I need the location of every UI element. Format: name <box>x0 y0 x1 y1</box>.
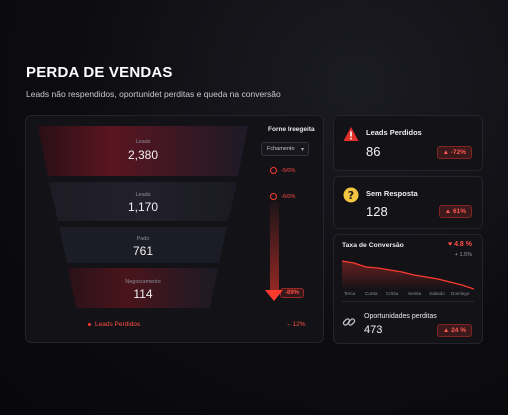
metric-stage-1-value: -5/0% <box>281 167 296 174</box>
card-badge: ▲ -72% <box>436 146 472 159</box>
funnel-tier-3-text: Pado 761 <box>59 227 227 263</box>
conversion-change: ♥ 4.8 % <box>447 241 472 248</box>
chart-day-label: Domingo <box>451 291 470 296</box>
drop-badge: -89% <box>280 288 305 298</box>
divider <box>342 301 474 302</box>
card-leads-perdidos[interactable]: Leads Perdidos 86 ▲ -72% <box>333 115 483 171</box>
card-taxa-conversao[interactable]: Taxa de Conversão ♥ 4.8 % + 1.5% Terca C… <box>333 234 483 344</box>
opportunities-badge-value: 24 % <box>451 327 466 334</box>
card-value: 86 <box>366 144 381 159</box>
tier-value: 2,380 <box>127 148 159 162</box>
tier-value: 761 <box>132 244 154 258</box>
stage-select-value: Fchamento <box>267 146 295 152</box>
chevron-down-icon: ▾ <box>300 147 304 153</box>
card-badge-value: -72% <box>450 149 466 156</box>
card-badge-value: 61% <box>452 208 466 215</box>
legend-change: ←12% <box>286 321 306 328</box>
card-sem-resposta[interactable]: ? Sem Resposta 128 ▲ 61% <box>333 176 483 229</box>
legend-leads-perdidos: Leads Perdidos <box>88 321 140 328</box>
stage-select[interactable]: Fchamento ▾ <box>261 142 309 156</box>
metric-stage-2-value: -6/0% <box>281 193 296 200</box>
funnel-tier-3 <box>59 227 227 263</box>
legend-label: Leads Perdidos <box>95 321 141 328</box>
card-value: 128 <box>366 204 388 219</box>
target-icon <box>270 193 277 200</box>
funnel-panel: Leads 2,380 Leads 1,170 Pado 761 Negocia… <box>25 115 324 343</box>
tier-label: Leads <box>135 192 151 198</box>
conversion-line <box>342 260 474 290</box>
chart-day-label: Curtta <box>365 291 378 296</box>
svg-text:?: ? <box>348 189 354 202</box>
chart-day-label: Terca <box>344 291 356 296</box>
page-subtitle: Leads não respendidos, oportunidet perdi… <box>26 89 281 99</box>
chart-day-label: Crinta <box>386 291 399 296</box>
funnel-tier-4-text: Negociamento 114 <box>68 268 218 308</box>
warning-triangle-icon <box>343 127 359 141</box>
conversion-area <box>342 261 474 291</box>
card-badge: ▲ 61% <box>438 205 472 218</box>
opportunities-title: Oportunidades perditas <box>364 313 437 320</box>
drop-arrow-bar <box>270 202 279 292</box>
funnel-tier-4 <box>68 268 218 308</box>
tier-label: Negociamento <box>125 279 161 285</box>
tier-label: Leads <box>135 139 151 145</box>
tier-value: 1,170 <box>127 200 159 214</box>
metric-stage-2: -6/0% <box>270 193 295 200</box>
funnel-tier-2-text: Leads 1,170 <box>49 182 237 221</box>
chart-day-label: Sabado <box>429 291 445 296</box>
card-title: Sem Resposta <box>366 189 418 198</box>
chart-day-label: Seinta <box>408 291 422 296</box>
question-circle-icon: ? <box>343 187 359 203</box>
arrow-down-icon <box>265 290 283 301</box>
conversion-trend-chart <box>342 260 474 291</box>
refresh-icon <box>270 167 277 174</box>
tier-label: Pado <box>136 236 150 242</box>
funnel-tier-1 <box>38 126 248 176</box>
opportunities-value: 473 <box>364 324 383 336</box>
funnel-side-title: Forne Ireegeita <box>268 126 315 133</box>
opportunities-badge: ▲ 24 % <box>436 324 472 337</box>
funnel-tier-2 <box>49 182 237 221</box>
conversion-sub-change: + 1.5% <box>454 252 472 258</box>
metric-stage-1: -5/0% <box>270 167 295 174</box>
tier-value: 114 <box>133 287 153 301</box>
funnel-graphic <box>38 126 248 308</box>
card-title: Leads Perdidos <box>366 128 422 137</box>
link-icon <box>342 318 356 326</box>
legend-dot-icon <box>88 323 91 326</box>
card-title: Taxa de Conversão <box>342 242 404 249</box>
funnel-tier-1-text: Leads 2,380 <box>38 126 248 176</box>
page-title: PERDA DE VENDAS <box>26 64 173 81</box>
